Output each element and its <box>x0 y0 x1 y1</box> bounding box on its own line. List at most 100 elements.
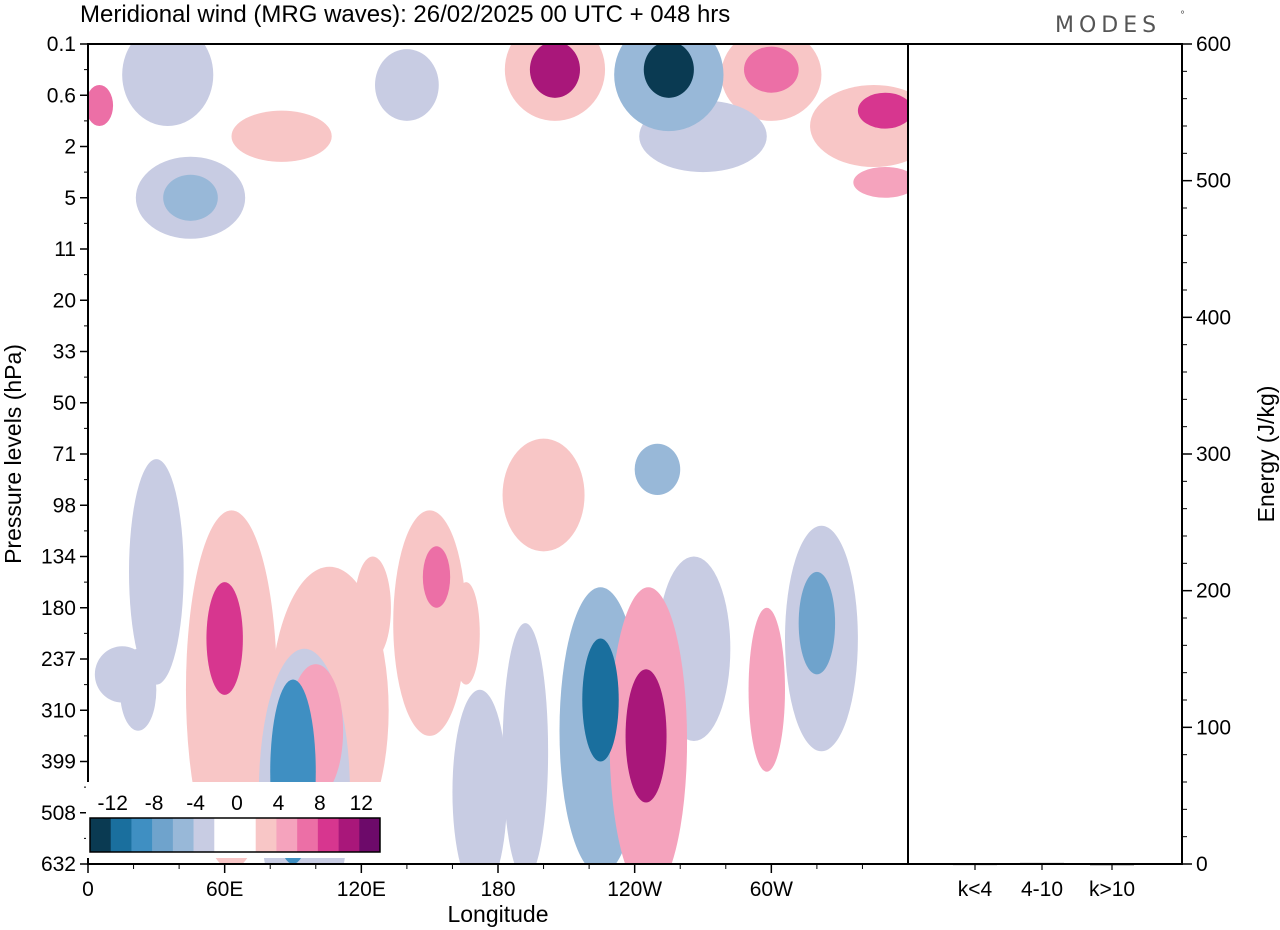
colorbar-swatch <box>338 818 360 852</box>
longitude-axis: 0 60E 120E 180 120W 60W <box>82 864 863 901</box>
energy-category-label: 4-10 <box>1021 878 1063 901</box>
contour-region-46 <box>853 167 908 198</box>
contour-region-45 <box>163 174 218 221</box>
colorbar-label: 12 <box>350 792 373 815</box>
contour-region-18 <box>129 459 184 685</box>
colorbar-label: 8 <box>314 792 326 815</box>
contour-region-25 <box>122 44 214 126</box>
longitude-tick-label: 120W <box>607 878 662 901</box>
energy-tick-label: 100 <box>1196 716 1231 739</box>
contour-region-34 <box>502 623 549 864</box>
contour-region-4 <box>110 302 248 360</box>
y-axis-title: Pressure levels (hPa) <box>0 344 26 564</box>
colorbar-label: -8 <box>145 792 164 815</box>
energy-categories: k<4 4-10 k>10 <box>958 864 1135 901</box>
contour-region-32 <box>452 582 480 685</box>
x-axis-title: Longitude <box>447 901 548 927</box>
colorbar-legend: -12 -8 -4 0 4 8 12 <box>86 782 386 858</box>
colorbar-swatch <box>317 818 339 852</box>
colorbar-frame <box>89 817 381 853</box>
contour-region-49 <box>88 85 114 126</box>
energy-tick-label: 300 <box>1196 443 1231 466</box>
energy-frame <box>907 43 1183 865</box>
energy-bar-4-10 <box>1020 862 1064 865</box>
pressure-tick-label: 50 <box>53 392 76 415</box>
pressure-tick-label: 237 <box>41 648 76 671</box>
modes-logo-mark: ° <box>1180 10 1185 21</box>
modes-logo: MODES <box>1055 13 1161 38</box>
pressure-tick-label: 11 <box>54 238 76 261</box>
pressure-tick-label: 632 <box>41 853 76 876</box>
contour-region-8 <box>286 238 369 270</box>
contour-region-57 <box>643 44 694 98</box>
contour-region-52 <box>206 582 243 695</box>
colorbar-swatch <box>152 818 174 852</box>
colorbar-label: 0 <box>231 792 243 815</box>
contour-region-7 <box>151 243 252 296</box>
pressure-tick-label: 0.1 <box>47 33 76 56</box>
colorbar-swatch <box>110 818 132 852</box>
energy-tick-label: 600 <box>1196 33 1231 56</box>
contour-region-31 <box>354 556 391 659</box>
energy-axis: 0 100 200 300 400 500 600 <box>1182 33 1231 876</box>
energy-tick-label: 500 <box>1196 170 1231 193</box>
contour-region-43 <box>634 443 681 495</box>
longitude-tick-label: 180 <box>480 878 515 901</box>
pressure-tick-label: 2 <box>64 136 76 159</box>
colorbar-swatch <box>90 818 112 852</box>
contour-region-9 <box>516 251 617 308</box>
longitude-tick-label: 120E <box>337 878 386 901</box>
pressure-tick-label: 5 <box>64 187 76 210</box>
contour-region-36 <box>375 49 439 121</box>
energy-tick-label: 0 <box>1196 853 1208 876</box>
chart-title: Meridional wind (MRG waves): 26/02/2025 … <box>80 1 730 28</box>
contour-region-54 <box>582 638 619 762</box>
energy-category-label: k<4 <box>958 878 993 901</box>
pressure-axis: 0.1 0.6 2 5 11 20 33 50 71 98 134 180 237 310 399 508 63… <box>41 33 88 876</box>
longitude-tick-label: 60E <box>206 878 243 901</box>
pressure-tick-label: 134 <box>41 546 76 569</box>
contour-region-23 <box>502 438 585 552</box>
colorbar-label: -4 <box>186 792 205 815</box>
pressure-tick-label: 71 <box>53 443 76 466</box>
contour-region-29 <box>94 646 150 703</box>
pressure-tick-label: 20 <box>53 289 76 312</box>
energy-tick-label: 400 <box>1196 306 1231 329</box>
contour-region-42 <box>748 607 785 772</box>
colorbar-swatch <box>255 818 277 852</box>
contour-region-53 <box>857 92 908 129</box>
colorbar-swatch <box>131 818 153 852</box>
longitude-tick-label: 60W <box>750 878 793 901</box>
contour-region-11 <box>472 161 592 214</box>
colorbar-label: 4 <box>273 792 285 815</box>
colorbar-swatch <box>276 818 298 852</box>
pressure-tick-label: 399 <box>41 751 76 774</box>
energy-panel: 0 100 200 300 400 500 600 k<4 4-10 k>10 Energy (… <box>907 33 1279 901</box>
colorbar-swatch <box>172 818 194 852</box>
contour-region-26 <box>231 110 332 162</box>
colorbar-swatch <box>235 818 257 852</box>
energy-category-label: k>10 <box>1089 878 1135 901</box>
contour-region-5 <box>267 313 387 349</box>
colorbar-swatch <box>214 818 236 852</box>
pressure-tick-label: 98 <box>53 494 76 517</box>
contour-region-3 <box>88 346 139 439</box>
pressure-tick-label: 33 <box>53 341 76 364</box>
colorbar-swatch <box>359 818 381 852</box>
contour-region-55 <box>625 669 667 803</box>
colorbar-swatch <box>193 818 215 852</box>
colorbar-label: -12 <box>98 792 128 815</box>
longitude-tick-label: 0 <box>82 878 94 901</box>
energy-axis-title: Energy (J/kg) <box>1253 386 1279 523</box>
energy-tick-label: 200 <box>1196 580 1231 603</box>
contour-region-50 <box>744 46 799 93</box>
contour-region-47 <box>422 546 451 608</box>
pressure-tick-label: 508 <box>41 802 76 825</box>
pressure-tick-label: 180 <box>41 597 76 620</box>
contour-region-56 <box>529 44 580 98</box>
contour-region-6 <box>771 310 908 352</box>
contour-region-48 <box>798 571 836 675</box>
pressure-tick-label: 0.6 <box>47 84 76 107</box>
colorbar-swatch <box>297 818 319 852</box>
